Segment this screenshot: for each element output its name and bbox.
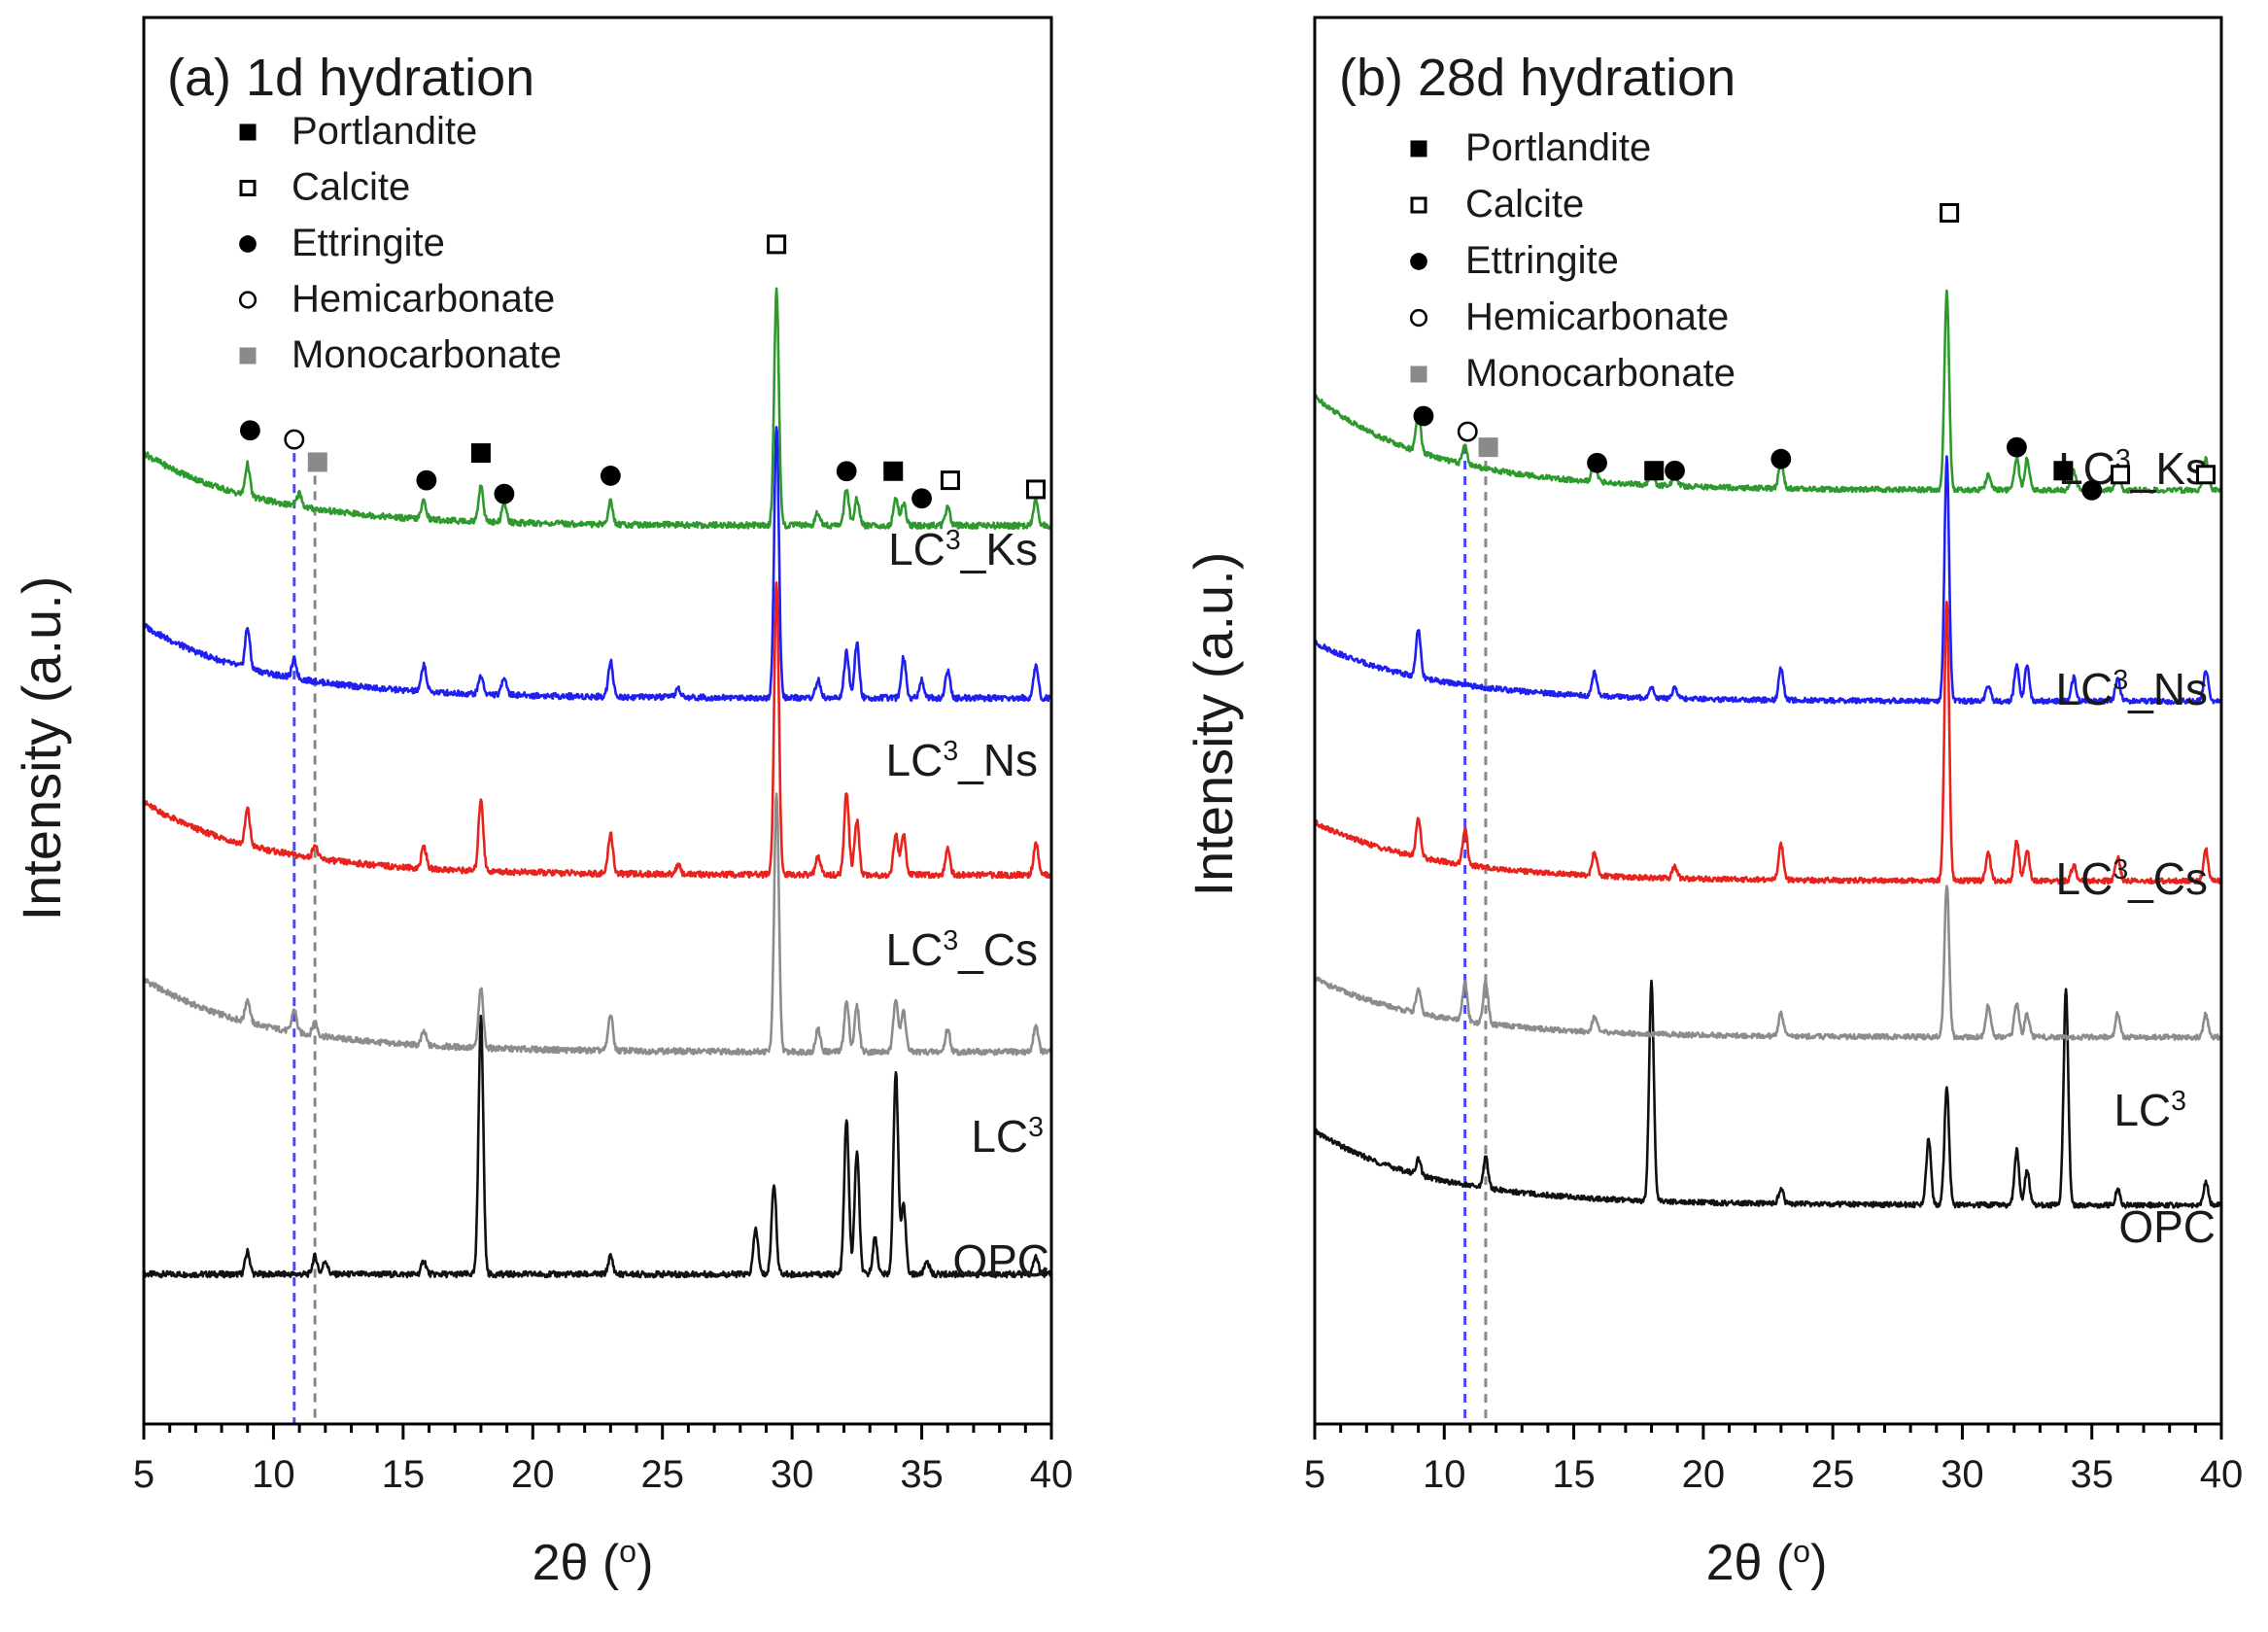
phase-marker-portlandite <box>470 443 491 464</box>
series-line-lc3 <box>142 792 1053 1057</box>
legend-label-hemicarbonate: Hemicarbonate <box>292 278 555 321</box>
series-line-lc3-ks <box>1314 289 2223 495</box>
phase-marker-ettringite <box>836 461 857 482</box>
phase-marker-calcite <box>1025 479 1046 500</box>
legend-marker-calcite <box>239 180 257 196</box>
legend-marker-ettringite <box>239 235 257 253</box>
series-line-opc <box>1314 979 2222 1209</box>
legend-marker-portlandite <box>1410 140 1427 157</box>
phase-marker-portlandite <box>883 461 904 481</box>
series-line-lc3-cs <box>1313 600 2223 885</box>
phase-marker-calcite <box>2196 465 2216 485</box>
series-line-opc <box>142 1014 1053 1279</box>
x-tick-label: 5 <box>133 1453 155 1496</box>
series-label-lc3-ks: LC3_Ks <box>888 524 1038 574</box>
plot-frame <box>142 16 1053 1426</box>
x-axis-label: 2θ (o) <box>1706 1534 1828 1591</box>
series-line-lc3-ns <box>143 426 1053 703</box>
x-tick-label: 25 <box>640 1453 684 1496</box>
phase-marker-hemicarbonate <box>284 429 305 450</box>
x-tick-label: 25 <box>1811 1453 1855 1496</box>
x-tick-label: 10 <box>252 1453 295 1496</box>
series-label-lc3: LC3 <box>2113 1085 2186 1135</box>
x-tick-label: 30 <box>1941 1453 1984 1496</box>
phase-marker-ettringite <box>2007 436 2027 458</box>
phase-marker-hemicarbonate <box>1457 421 1478 442</box>
phase-marker-ettringite <box>911 488 932 509</box>
legend-label-ettringite: Ettringite <box>1465 239 1619 282</box>
legend-marker-monocarbonate <box>1410 365 1427 383</box>
series-label-opc: OPC <box>2118 1201 2216 1252</box>
phase-marker-calcite <box>940 470 960 491</box>
legend-label-calcite: Calcite <box>1465 183 1584 226</box>
series-label-lc3-cs: LC3_Cs <box>886 924 1038 975</box>
legend-marker-calcite <box>1410 196 1427 214</box>
phase-marker-ettringite <box>1665 460 1685 481</box>
legend-marker-monocarbonate <box>239 347 257 365</box>
series-label-lc3-cs: LC3_Cs <box>2056 853 2208 904</box>
phase-marker-calcite <box>1940 202 1960 223</box>
y-axis-label: Intensity (a.u.) <box>1183 552 1244 897</box>
legend-label-ettringite: Ettringite <box>292 222 445 264</box>
phase-marker-portlandite <box>2053 461 2074 481</box>
series-line-lc3-ns <box>1313 455 2222 706</box>
x-tick-label: 40 <box>1030 1453 1074 1496</box>
legend-marker-hemicarbonate <box>238 291 258 309</box>
phase-marker-monocarbonate <box>1478 437 1498 458</box>
panel-title: (a) 1d hydration <box>167 49 534 107</box>
x-tick-label: 5 <box>1304 1453 1325 1496</box>
x-tick-label: 10 <box>1423 1453 1466 1496</box>
series-line-lc3-ks <box>142 287 1053 531</box>
phase-marker-ettringite <box>600 466 621 486</box>
series-line-lc3 <box>1313 885 2223 1041</box>
phase-marker-calcite <box>2111 465 2131 485</box>
series-label-lc3: LC3 <box>971 1111 1044 1162</box>
y-axis-label: Intensity (a.u.) <box>11 576 72 921</box>
phase-marker-ettringite <box>240 420 260 441</box>
legend-label-hemicarbonate: Hemicarbonate <box>1465 295 1729 338</box>
x-axis-label: 2θ (o) <box>533 1534 654 1591</box>
phase-marker-ettringite <box>416 469 437 491</box>
phase-marker-portlandite <box>1644 461 1665 481</box>
legend-label-portlandite: Portlandite <box>1465 126 1651 169</box>
x-tick-label: 30 <box>771 1453 814 1496</box>
series-label-lc3-ks: LC3_Ks <box>2058 443 2208 494</box>
plot-frame <box>1313 16 2223 1426</box>
legend-label-calcite: Calcite <box>292 166 410 209</box>
phase-marker-ettringite <box>1587 452 1607 473</box>
x-tick-label: 40 <box>2200 1453 2244 1496</box>
phase-marker-ettringite <box>494 483 515 504</box>
phase-marker-calcite <box>767 234 787 255</box>
series-label-lc3-ns: LC3_Ns <box>2056 664 2208 714</box>
series-label-lc3-ns: LC3_Ns <box>886 735 1038 785</box>
x-tick-label: 15 <box>1552 1453 1596 1496</box>
panel-a: OPC LC3 LC3_Cs LC3_Ns LC3_Ks 5 10 15 20 25 30 35 40 2… <box>11 16 1074 1591</box>
phase-marker-ettringite <box>1413 405 1434 427</box>
series-label-opc: OPC <box>952 1235 1049 1286</box>
x-tick-label: 35 <box>2070 1453 2113 1496</box>
phase-marker-ettringite <box>1770 448 1792 469</box>
x-tick-label: 15 <box>382 1453 426 1496</box>
legend-marker-portlandite <box>239 123 257 141</box>
legend-label-monocarbonate: Monocarbonate <box>1465 352 1735 395</box>
x-tick-label: 20 <box>511 1453 555 1496</box>
panel-b: OPC LC3 LC3_Cs LC3_Ns LC3_Ks 5 10 15 20 25 30 35 40 2… <box>1183 16 2244 1591</box>
panel-title: (b) 28d hydration <box>1339 49 1735 107</box>
x-tick-label: 35 <box>900 1453 944 1496</box>
phase-marker-ettringite <box>2081 479 2103 501</box>
legend-marker-ettringite <box>1410 253 1427 270</box>
legend-label-monocarbonate: Monocarbonate <box>292 333 562 376</box>
phase-marker-monocarbonate <box>307 452 327 472</box>
series-line-lc3-cs <box>143 580 1053 880</box>
legend-marker-hemicarbonate <box>1409 308 1428 328</box>
x-tick-label: 20 <box>1682 1453 1726 1496</box>
legend-label-portlandite: Portlandite <box>292 110 477 153</box>
